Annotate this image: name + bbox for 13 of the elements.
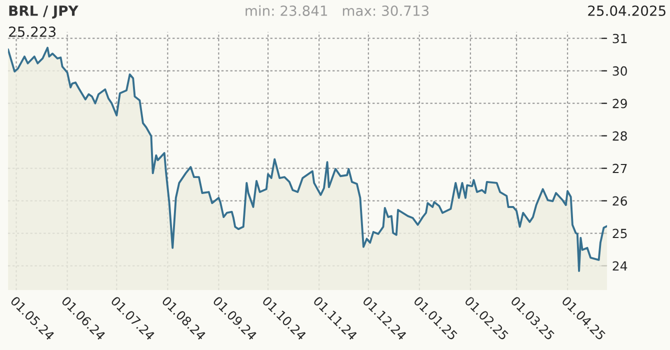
y-tick-label: 30: [612, 66, 627, 76]
y-tick-label: 29: [612, 98, 627, 108]
text: 25.04.2025: [588, 5, 666, 16]
chart-title: BRL / JPY: [9, 6, 78, 19]
y-tick-label: 31: [612, 34, 627, 44]
y-tick-label: 27: [612, 164, 627, 174]
text: max: 30.713: [342, 5, 429, 16]
y-tick-label: 28: [612, 131, 627, 141]
y-tick-label: 24: [612, 261, 628, 271]
annotation: 25.223: [9, 26, 56, 37]
text: min: 23.841: [246, 5, 328, 16]
y-tick-label: 26: [612, 196, 627, 206]
y-tick-label: 25: [612, 228, 627, 238]
